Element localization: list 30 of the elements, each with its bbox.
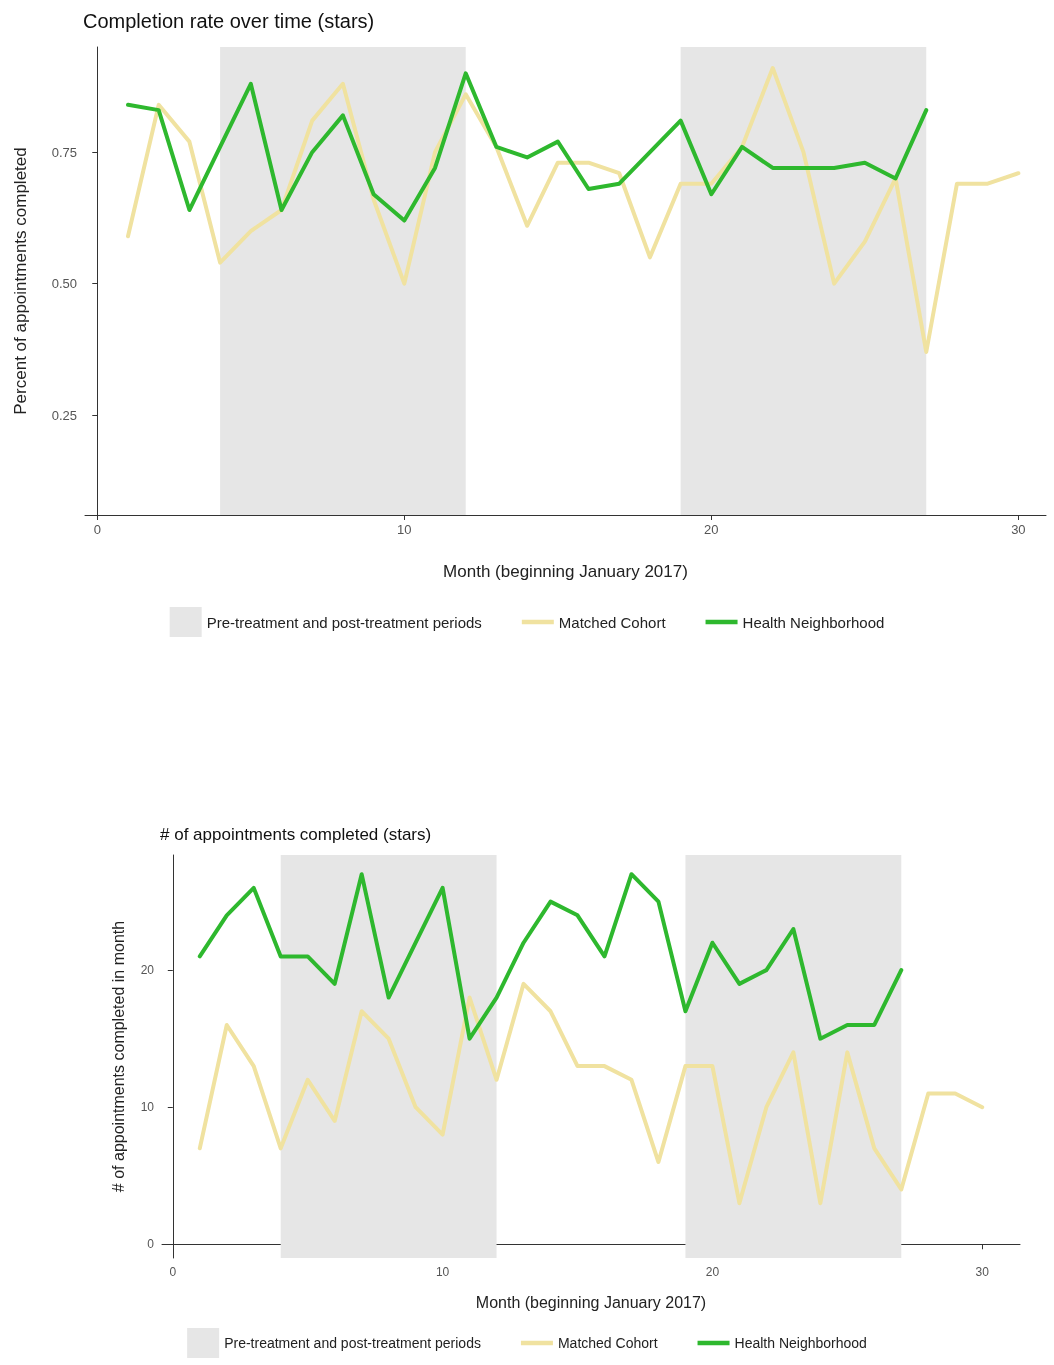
x-tick-label: 10 — [435, 1265, 450, 1279]
y-tick-label: 0.75 — [51, 144, 77, 160]
y-tick-label: 0 — [147, 1237, 155, 1252]
x-tick-label: 30 — [1011, 522, 1026, 537]
chart-title: # of appointments completed (stars) — [160, 825, 432, 844]
legend-label: Health Neighborhood — [734, 1335, 867, 1351]
x-axis-title: Month (beginning January 2017) — [443, 562, 688, 581]
y-axis-title: # of appointments completed in month — [109, 920, 127, 1193]
legend-label: Pre-treatment and post-treatment periods — [224, 1335, 481, 1351]
x-tick-label: 10 — [397, 522, 412, 537]
y-tick-label: 20 — [140, 963, 155, 978]
legend-label: Matched Cohort — [558, 613, 667, 631]
x-tick-label: 0 — [169, 1265, 177, 1279]
line-series — [197, 872, 904, 1041]
x-tick-label: 20 — [704, 522, 719, 537]
legend-label: Matched Cohort — [557, 1335, 658, 1351]
line-series — [125, 71, 929, 223]
x-tick-label: 0 — [93, 522, 101, 537]
chart-title: Completion rate over time (stars) — [83, 10, 375, 32]
y-tick-label: 0.50 — [51, 276, 77, 292]
y-tick-label: 10 — [140, 1100, 155, 1115]
line-series — [125, 66, 1021, 354]
y-tick-label: 0.25 — [51, 407, 77, 423]
x-tick-label: 20 — [705, 1265, 720, 1279]
legend-label: Health Neighborhood — [742, 613, 885, 631]
y-axis-title: Percent of appointments completed — [11, 147, 30, 415]
x-axis-title: Month (beginning January 2017) — [475, 1293, 707, 1311]
line-series — [197, 981, 985, 1206]
x-tick-label: 30 — [975, 1265, 990, 1279]
legend-label: Pre-treatment and post-treatment periods — [206, 613, 482, 631]
